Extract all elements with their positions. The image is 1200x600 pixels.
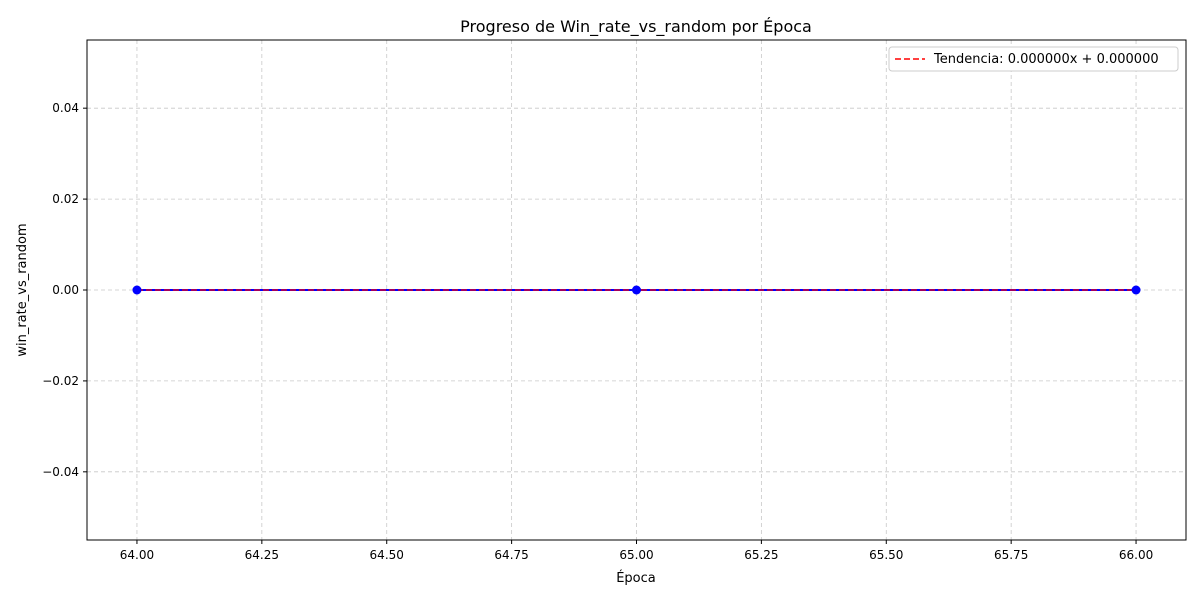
x-tick-label: 64.25 [245, 548, 279, 562]
x-axis-ticks: 64.00 64.25 64.50 64.75 65.00 65.25 65.50 65.75… [120, 540, 1153, 562]
x-tick-label: 65.25 [744, 548, 778, 562]
y-tick-label: 0.02 [52, 192, 79, 206]
x-tick-label: 64.50 [370, 548, 404, 562]
plot-series [132, 285, 1141, 295]
x-tick-label: 65.00 [619, 548, 653, 562]
y-axis-ticks: 0.04 0.02 0.00 −0.02 −0.04 [42, 101, 87, 479]
y-tick-label: 0.00 [52, 283, 79, 297]
y-tick-label: −0.02 [42, 374, 79, 388]
legend-box [888, 46, 1179, 72]
legend-trend-label: Tendencia: 0.000000x + 0.000000 [933, 52, 1159, 67]
x-tick-label: 66.00 [1119, 548, 1153, 562]
x-tick-label: 64.00 [120, 548, 154, 562]
x-tick-label: 65.75 [994, 548, 1028, 562]
chart-title: Progreso de Win_rate_vs_random por Época [460, 17, 812, 37]
y-tick-label: −0.04 [42, 465, 79, 479]
y-axis-label: win_rate_vs_random [15, 223, 30, 356]
data-point [132, 285, 142, 295]
legend: Tendencia: 0.000000x + 0.000000 [888, 46, 1179, 72]
x-tick-label: 64.75 [494, 548, 528, 562]
x-axis-label: Época [616, 570, 656, 586]
data-point [1131, 285, 1141, 295]
y-tick-label: 0.04 [52, 101, 79, 115]
x-tick-label: 65.50 [869, 548, 903, 562]
data-point [632, 285, 641, 295]
